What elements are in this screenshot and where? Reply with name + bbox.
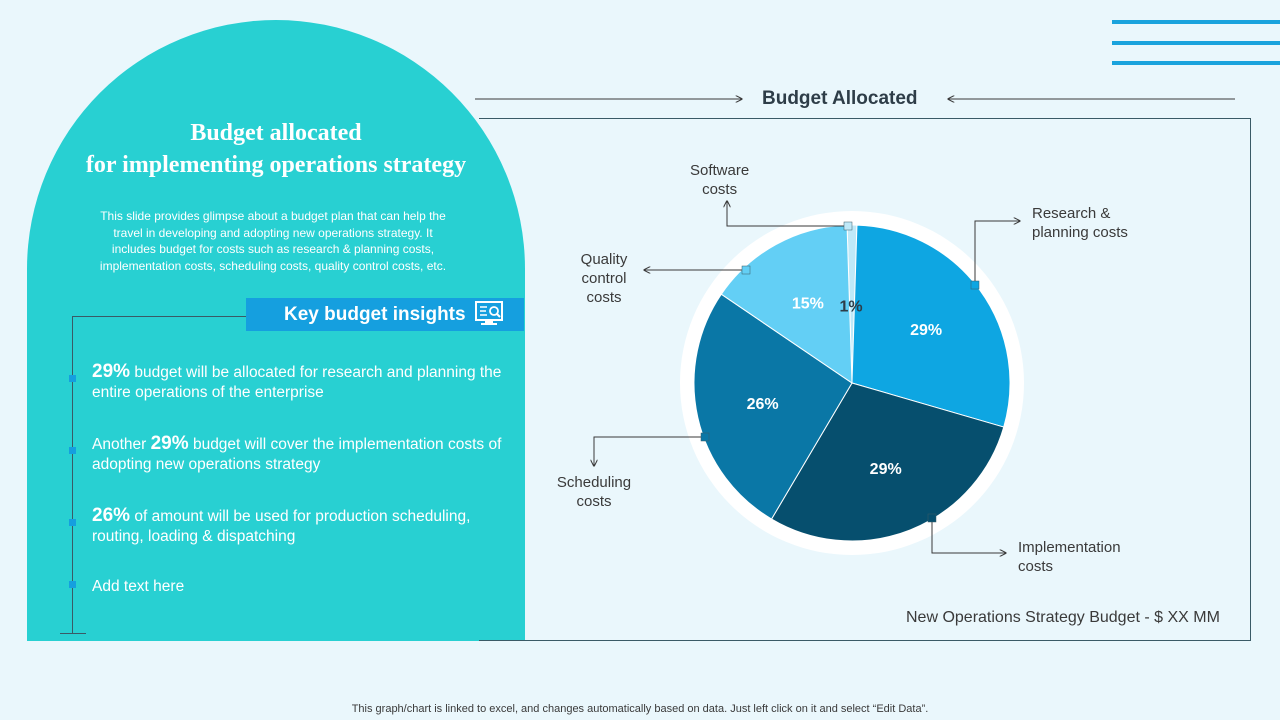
pie-slice-label: 15% (792, 296, 824, 313)
pie-slices (693, 224, 1011, 542)
description-line: This slide provides glimpse about a budg… (100, 209, 446, 223)
insight-text: budget will be allocated for research an… (92, 364, 502, 401)
callout-marker-software (843, 221, 853, 231)
decor-stripe (1112, 20, 1280, 24)
callout-research: Research & planning costs (1032, 204, 1128, 242)
insight-prefix: Another (92, 436, 151, 453)
title-line-2: for implementing operations strategy (85, 152, 467, 178)
footer-note: This graph/chart is linked to excel, and… (351, 703, 929, 715)
pie-slice-label: 1% (839, 299, 862, 316)
decor-stripe (1112, 41, 1280, 45)
slide-title: Budget allocated for implementing operat… (27, 117, 525, 181)
pie-slice (693, 293, 853, 520)
timeline-connector (72, 316, 246, 317)
callout-marker-quality (741, 265, 751, 275)
callout-text: Research & (1032, 205, 1111, 222)
pie-slice (770, 382, 1005, 542)
key-insights-label: Key budget insights (284, 303, 466, 325)
timeline-end-cap (60, 633, 86, 634)
chart-frame (479, 118, 1251, 641)
pie-labels: 1% 29% 29% 26% 15% (747, 296, 943, 479)
insight-text: Add text here (92, 578, 185, 595)
pie-slice-label: 29% (870, 461, 902, 478)
insight-text: budget will cover the implementation cos… (92, 436, 502, 473)
timeline-bullet (69, 581, 76, 588)
callout-text: Software (690, 162, 750, 179)
callout-text: costs (1018, 558, 1054, 575)
key-insights-header: Key budget insights (246, 298, 524, 331)
insight-percent: 26% (92, 505, 131, 526)
callout-text: costs (702, 181, 738, 198)
insight-item: 29% budget will be allocated for researc… (92, 362, 512, 403)
budget-note: New Operations Strategy Budget - $ XX MM (906, 609, 1220, 626)
callout-line-software (727, 201, 848, 227)
callout-marker-scheduling (700, 432, 710, 442)
description-line: includes budget for costs such as resear… (111, 242, 435, 256)
description-line: implementation costs, scheduling costs, … (99, 258, 447, 273)
callout-text: planning costs (1032, 224, 1128, 241)
callout-line-implementation (931, 518, 1006, 553)
timeline-bullet (69, 519, 76, 526)
timeline-bullet (69, 447, 76, 454)
timeline-line (72, 316, 73, 634)
title-line-1: Budget allocated (190, 120, 362, 146)
callout-line-scheduling (594, 436, 705, 466)
callout-software: Software costs (690, 161, 749, 199)
callout-text: Implementation (1018, 539, 1121, 556)
callout-marker-implementation (927, 513, 937, 523)
insight-item: 26% of amount will be used for productio… (92, 506, 512, 547)
callout-quality: Quality control costs (578, 250, 630, 307)
pie-slice-label: 26% (747, 396, 779, 413)
callout-implementation: Implementation costs (1018, 538, 1121, 576)
monitor-search-icon (475, 301, 503, 325)
decor-stripe (1112, 61, 1280, 65)
insight-item: Another 29% budget will cover the implem… (92, 434, 512, 475)
callout-line-research (974, 221, 1020, 285)
callout-scheduling: Scheduling costs (553, 473, 635, 511)
callout-text: costs (576, 493, 612, 510)
callout-marker-research (970, 280, 980, 290)
pie-slice (851, 224, 1011, 428)
callout-text: Scheduling (556, 474, 632, 491)
pie-slice-label: 29% (910, 322, 942, 339)
chart-title: Budget Allocated (762, 88, 918, 109)
callout-text: control (581, 270, 627, 287)
timeline-bullet (69, 375, 76, 382)
description-line: travel in developing and adopting new op… (113, 225, 433, 240)
insight-percent: 29% (150, 433, 189, 454)
insight-percent: 29% (92, 361, 131, 382)
callout-text: costs (586, 289, 622, 306)
slide-description: This slide provides glimpse about a budg… (77, 208, 469, 274)
callout-text: Quality (580, 251, 628, 268)
insight-text: of amount will be used for production sc… (92, 508, 471, 545)
insight-item: Add text here (92, 577, 512, 597)
